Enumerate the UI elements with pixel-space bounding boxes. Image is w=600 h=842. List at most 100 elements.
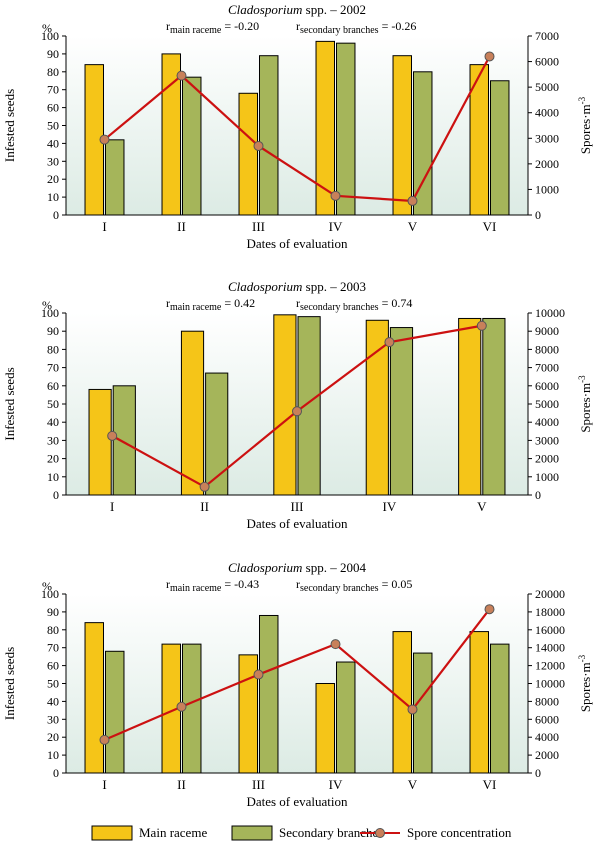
legend-label-main-raceme: Main raceme xyxy=(139,825,207,840)
x-tick-label: VI xyxy=(483,219,497,234)
right-tick-label: 0 xyxy=(535,766,541,780)
plot-area xyxy=(66,313,528,495)
x-tick-label: III xyxy=(252,219,265,234)
left-tick-label: 10 xyxy=(47,190,59,204)
left-tick-label: 70 xyxy=(47,83,59,97)
left-tick-label: 30 xyxy=(47,433,59,447)
x-axis-label: Dates of evaluation xyxy=(246,516,348,531)
left-tick-label: 70 xyxy=(47,361,59,375)
left-tick-label: 40 xyxy=(47,136,59,150)
legend-label-secondary-branches: Secondary branches xyxy=(279,825,383,840)
bar-secondary-branches-I xyxy=(105,650,125,774)
spore-point-IV xyxy=(384,337,395,348)
bar-secondary-branches-VI xyxy=(490,80,510,216)
right-tick-label: 0 xyxy=(535,208,541,222)
spore-point-VI xyxy=(484,604,495,615)
x-tick-label: III xyxy=(252,777,265,792)
right-tick-label: 1000 xyxy=(535,182,559,196)
left-tick-label: 60 xyxy=(47,659,59,673)
y-axis-label: Infested seeds xyxy=(2,89,17,162)
left-tick-label: 10 xyxy=(47,470,59,484)
left-tick-label: 40 xyxy=(47,694,59,708)
chart-title-genus: Cladosporium xyxy=(228,2,302,17)
right-tick-label: 6000 xyxy=(535,712,559,726)
right-tick-label: 8000 xyxy=(535,694,559,708)
spore-point-V xyxy=(407,195,418,206)
left-tick-label: 10 xyxy=(47,748,59,762)
left-tick-label: 50 xyxy=(47,119,59,133)
left-tick-label: 0 xyxy=(53,208,59,222)
right-tick-label: 10000 xyxy=(535,677,565,691)
r-secondary-branches: rsecondary branches = 0.74 xyxy=(296,296,412,313)
right-tick-label: 20000 xyxy=(535,587,565,601)
x-tick-label: IV xyxy=(329,219,343,234)
right-tick-label: 7000 xyxy=(535,29,559,43)
bar-main-raceme-VI xyxy=(469,631,489,774)
left-tick-label: 80 xyxy=(47,342,59,356)
left-tick-label: 80 xyxy=(47,623,59,637)
x-tick-label: IV xyxy=(329,777,343,792)
spore-point-I xyxy=(99,734,110,745)
bar-secondary-branches-III xyxy=(259,55,279,216)
right-tick-label: 8000 xyxy=(535,342,559,356)
right-tick-label: 10000 xyxy=(535,306,565,320)
x-tick-label: III xyxy=(291,499,304,514)
bar-secondary-branches-V xyxy=(413,652,433,774)
y-axis-label: Infested seeds xyxy=(2,367,17,440)
right-tick-label: 4000 xyxy=(535,730,559,744)
left-axis-unit: % xyxy=(42,298,52,312)
x-tick-label: II xyxy=(177,777,186,792)
left-tick-label: 20 xyxy=(47,730,59,744)
spore-point-II xyxy=(176,701,187,712)
bar-main-raceme-III xyxy=(238,92,259,216)
spore-point-II xyxy=(199,481,210,492)
right-tick-label: 6000 xyxy=(535,379,559,393)
r-secondary-branches: rsecondary branches = -0.26 xyxy=(296,19,416,36)
spore-point-IV xyxy=(330,639,341,650)
right-tick-label: 0 xyxy=(535,488,541,502)
bar-main-raceme-I xyxy=(84,622,104,774)
r-main-raceme: rmain raceme = -0.20 xyxy=(166,19,259,36)
y-axis-label-right: Spores·m-3 xyxy=(577,96,593,154)
left-tick-label: 0 xyxy=(53,766,59,780)
y-axis-label-right: Spores·m-3 xyxy=(577,654,593,712)
x-tick-label: II xyxy=(200,499,209,514)
left-tick-label: 90 xyxy=(47,605,59,619)
right-tick-label: 4000 xyxy=(535,106,559,120)
right-tick-label: 9000 xyxy=(535,324,559,338)
bar-secondary-branches-V xyxy=(482,317,506,496)
r-main-raceme: rmain raceme = -0.43 xyxy=(166,577,259,594)
spore-point-III xyxy=(253,140,264,151)
plot-area xyxy=(66,36,528,215)
left-tick-label: 0 xyxy=(53,488,59,502)
bar-secondary-branches-II xyxy=(182,76,202,216)
left-tick-label: 90 xyxy=(47,47,59,61)
plot-area xyxy=(66,594,528,773)
y-axis-label-right: Spores·m-3 xyxy=(577,375,593,433)
bar-secondary-branches-III xyxy=(259,614,279,774)
bar-main-raceme-IV xyxy=(315,683,335,774)
bar-main-raceme-III xyxy=(273,314,297,496)
right-tick-label: 14000 xyxy=(535,641,565,655)
right-tick-label: 12000 xyxy=(535,659,565,673)
spore-point-IV xyxy=(330,190,341,201)
spore-point-I xyxy=(99,134,110,145)
left-tick-label: 50 xyxy=(47,677,59,691)
chart-title-rest: spp. – 2002 xyxy=(302,2,366,17)
spore-concentration-line xyxy=(103,55,491,203)
right-tick-label: 3000 xyxy=(535,131,559,145)
chart-title-rest: spp. – 2004 xyxy=(302,560,366,575)
x-tick-label: V xyxy=(408,777,418,792)
right-tick-label: 18000 xyxy=(535,605,565,619)
left-tick-label: 70 xyxy=(47,641,59,655)
bar-secondary-branches-I xyxy=(105,139,125,216)
x-tick-label: V xyxy=(408,219,418,234)
legend-swatch-main-raceme xyxy=(91,825,133,841)
x-tick-label: II xyxy=(177,219,186,234)
bar-secondary-branches-IV xyxy=(336,661,356,774)
right-tick-label: 2000 xyxy=(535,748,559,762)
x-axis-label: Dates of evaluation xyxy=(246,794,348,809)
spore-point-III xyxy=(253,669,264,680)
left-tick-label: 20 xyxy=(47,452,59,466)
